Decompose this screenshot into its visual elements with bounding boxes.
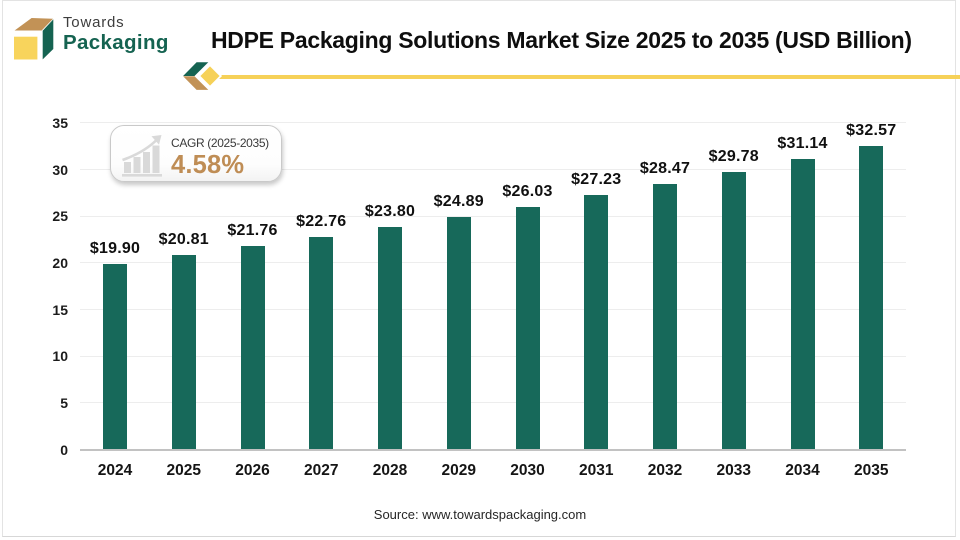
y-axis-tick-25: 25 xyxy=(52,208,68,225)
gridline-25 xyxy=(80,215,906,217)
x-axis-tick-2025: 2025 xyxy=(166,462,201,479)
bar-value-2035: $32.57 xyxy=(846,121,897,139)
divider-line xyxy=(219,75,960,79)
bar-value-2029: $24.89 xyxy=(433,193,484,211)
gridline-30 xyxy=(80,169,906,171)
bar-2028 xyxy=(378,227,402,450)
gridline-5 xyxy=(80,402,906,404)
bar-2032 xyxy=(653,183,677,450)
bar-value-2032: $28.47 xyxy=(639,159,691,177)
cagr-label: CAGR (2025-2035) xyxy=(171,136,269,150)
source-note: Source: www.towardspackaging.com xyxy=(373,507,587,522)
bar-2030 xyxy=(515,206,540,450)
y-axis-tick-5: 5 xyxy=(60,394,68,411)
bar-value-2034: $31.14 xyxy=(777,134,828,152)
bar-value-2028: $23.80 xyxy=(364,203,416,221)
gridline-10 xyxy=(80,355,906,357)
bar-value-2026: $21.76 xyxy=(227,222,278,240)
gridline-15 xyxy=(80,309,906,311)
bar-value-2025: $20.81 xyxy=(158,231,209,249)
x-axis-tick-2031: 2031 xyxy=(579,462,614,479)
x-axis-tick-2030: 2030 xyxy=(510,462,545,479)
x-axis-line xyxy=(80,449,906,451)
bar-2024 xyxy=(103,263,127,450)
y-axis-tick-0: 0 xyxy=(60,441,68,458)
brand-name-top: Towards xyxy=(63,14,125,31)
bar-2029 xyxy=(446,217,471,450)
cagr-text: CAGR (2025-2035) 4.58% xyxy=(171,136,281,178)
divider-diamond-icon xyxy=(183,62,223,90)
x-axis-tick-2034: 2034 xyxy=(785,462,820,479)
brand-logo-icon xyxy=(14,18,54,60)
bar-value-2027: $22.76 xyxy=(296,213,347,231)
x-axis-tick-2032: 2032 xyxy=(647,462,683,479)
x-axis-tick-2035: 2035 xyxy=(854,462,889,479)
gridline-20 xyxy=(80,262,906,264)
y-axis-tick-30: 30 xyxy=(52,161,68,178)
brand-name-bottom: Packaging xyxy=(63,31,169,54)
x-axis-tick-2026: 2026 xyxy=(235,462,270,479)
bar-2027 xyxy=(309,237,334,450)
bar-value-2031: $27.23 xyxy=(571,171,622,189)
bar-value-2030: $26.03 xyxy=(502,182,553,200)
bar-2034 xyxy=(790,158,815,450)
x-axis-tick-2028: 2028 xyxy=(372,462,408,479)
bar-2035 xyxy=(859,145,884,450)
bar-value-2024: $19.90 xyxy=(89,239,141,257)
x-axis-tick-2027: 2027 xyxy=(304,462,339,479)
y-axis-tick-20: 20 xyxy=(52,254,68,271)
x-axis-tick-2033: 2033 xyxy=(716,462,751,479)
bar-2031 xyxy=(584,195,609,450)
y-axis-tick-15: 15 xyxy=(52,301,68,318)
cagr-value: 4.58% xyxy=(171,151,245,179)
bar-value-2033: $29.78 xyxy=(708,147,759,165)
x-axis-tick-2029: 2029 xyxy=(441,462,476,479)
chart-title: HDPE Packaging Solutions Market Size 202… xyxy=(211,27,912,53)
cagr-badge: CAGR (2025-2035) 4.58% xyxy=(110,125,282,182)
y-axis-tick-35: 35 xyxy=(52,114,68,131)
bar-2026 xyxy=(240,246,265,450)
x-axis-tick-2024: 2024 xyxy=(97,462,133,479)
growth-chart-icon xyxy=(122,135,162,177)
brand-wordmark: Towards Packaging xyxy=(63,15,169,53)
bar-2033 xyxy=(721,171,746,450)
gridline-35 xyxy=(80,122,906,124)
bar-2025 xyxy=(171,255,196,450)
y-axis-tick-10: 10 xyxy=(52,348,68,365)
